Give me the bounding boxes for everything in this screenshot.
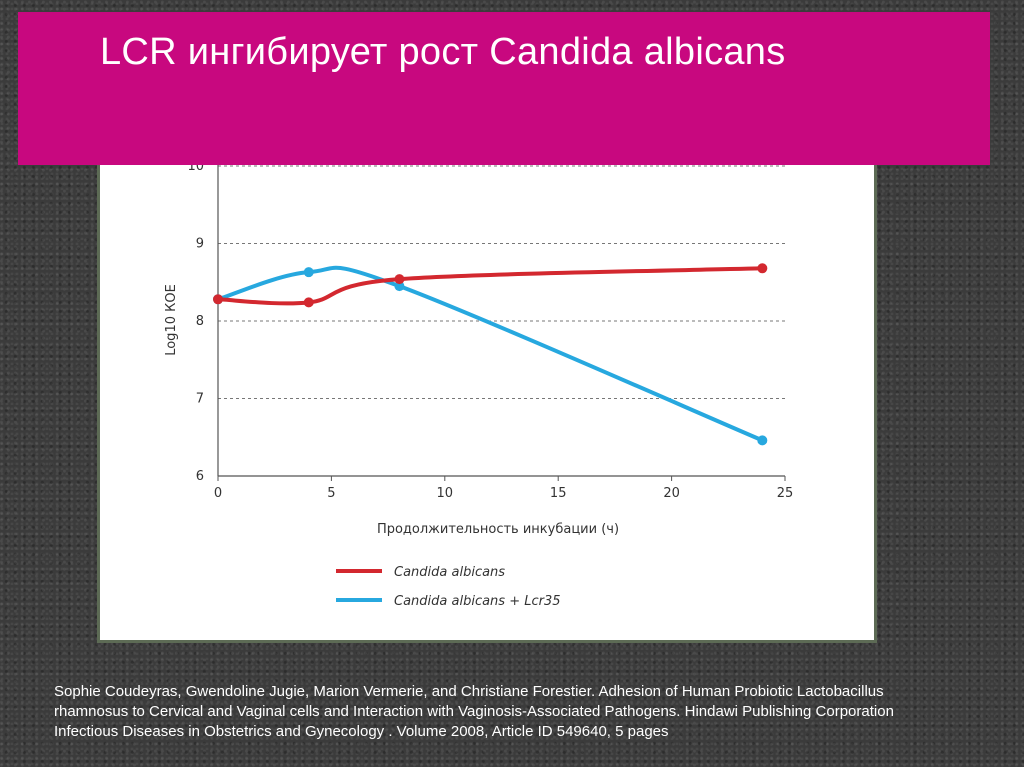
grid-lines bbox=[218, 165, 785, 399]
title-banner: LCR ингибирует рост Candida albicans bbox=[18, 12, 990, 165]
chart-panel: 6 7 8 9 10 0 5 10 15 20 25 Log10 КОЕ Продолжительн… bbox=[97, 135, 877, 643]
x-tick-label: 25 bbox=[777, 486, 794, 501]
x-tick-label: 10 bbox=[437, 486, 454, 501]
x-axis-label: Продолжительность инкубации (ч) bbox=[377, 522, 619, 537]
series-lines bbox=[213, 263, 768, 446]
y-tick-label: 8 bbox=[196, 314, 204, 329]
legend: Candida albicans Candida albicans + Lcr35 bbox=[336, 565, 561, 609]
y-tick-label: 7 bbox=[196, 392, 204, 407]
citation-text: Sophie Coudeyras, Gwendoline Jugie, Mari… bbox=[54, 683, 894, 740]
data-point-0 bbox=[213, 294, 223, 305]
x-tick-label: 5 bbox=[327, 486, 335, 501]
data-point-0 bbox=[757, 263, 768, 274]
x-tick-label: 0 bbox=[214, 486, 222, 501]
y-tick-label: 9 bbox=[196, 237, 204, 252]
legend-label-1: Candida albicans + Lcr35 bbox=[394, 594, 561, 609]
series-line-1 bbox=[216, 265, 765, 443]
x-tick-label: 15 bbox=[550, 486, 567, 501]
data-point-1 bbox=[394, 281, 405, 292]
data-point-1 bbox=[757, 435, 768, 446]
x-tick-label: 20 bbox=[663, 486, 680, 501]
data-point-0 bbox=[303, 297, 314, 308]
data-point-1 bbox=[303, 267, 314, 278]
series-line-0 bbox=[216, 266, 765, 306]
data-point-0 bbox=[394, 274, 405, 285]
legend-label-0: Candida albicans bbox=[394, 565, 505, 580]
slide-title: LCR ингибирует рост Candida albicans bbox=[100, 31, 786, 73]
y-tick-label: 6 bbox=[196, 469, 204, 484]
y-axis-label: Log10 КОЕ bbox=[164, 284, 179, 356]
